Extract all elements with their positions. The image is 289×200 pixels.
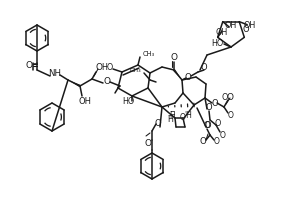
- Text: CH₃: CH₃: [129, 68, 141, 72]
- Text: O: O: [201, 64, 207, 72]
- Text: O: O: [180, 114, 186, 122]
- Text: O: O: [95, 64, 103, 72]
- Text: HO: HO: [211, 40, 223, 48]
- Polygon shape: [173, 69, 182, 80]
- Polygon shape: [68, 80, 81, 87]
- Text: O: O: [204, 121, 210, 130]
- Text: O: O: [212, 98, 218, 108]
- Text: OH: OH: [216, 28, 228, 37]
- Text: O: O: [144, 138, 151, 148]
- Text: O: O: [215, 118, 221, 128]
- Text: H̅: H̅: [169, 110, 175, 119]
- Text: HO: HO: [101, 64, 113, 72]
- Text: O: O: [25, 62, 32, 71]
- Text: O: O: [227, 92, 234, 102]
- Text: O: O: [206, 104, 212, 112]
- Text: OH: OH: [225, 21, 237, 30]
- Text: H̅: H̅: [167, 116, 173, 124]
- Text: OH: OH: [79, 97, 92, 106]
- Text: CH₃: CH₃: [143, 51, 155, 57]
- Text: O: O: [205, 120, 211, 130]
- Text: O: O: [155, 118, 161, 128]
- Text: O: O: [185, 72, 191, 82]
- Text: OH: OH: [243, 21, 255, 30]
- Text: O: O: [242, 25, 249, 34]
- Text: O: O: [103, 76, 110, 86]
- Text: O: O: [222, 94, 228, 102]
- Text: O: O: [171, 53, 177, 62]
- Text: HO: HO: [122, 98, 134, 106]
- Text: NH: NH: [49, 70, 62, 78]
- Text: O: O: [200, 138, 206, 146]
- Text: 'H: 'H: [184, 110, 192, 119]
- Text: O: O: [228, 112, 234, 120]
- Text: O: O: [214, 138, 220, 146]
- Text: O: O: [220, 130, 226, 140]
